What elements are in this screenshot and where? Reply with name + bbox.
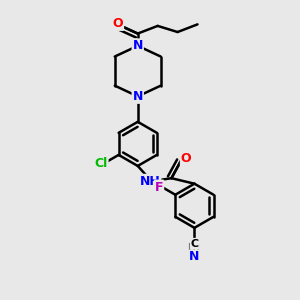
Text: O: O [112,17,123,30]
Text: Cl: Cl [94,157,108,170]
Text: F: F [155,181,163,194]
Text: N: N [189,250,200,263]
Text: N: N [133,90,143,103]
Text: O: O [181,152,191,165]
Text: N: N [133,39,143,52]
Text: NH: NH [140,175,160,188]
Text: C: C [190,239,199,249]
